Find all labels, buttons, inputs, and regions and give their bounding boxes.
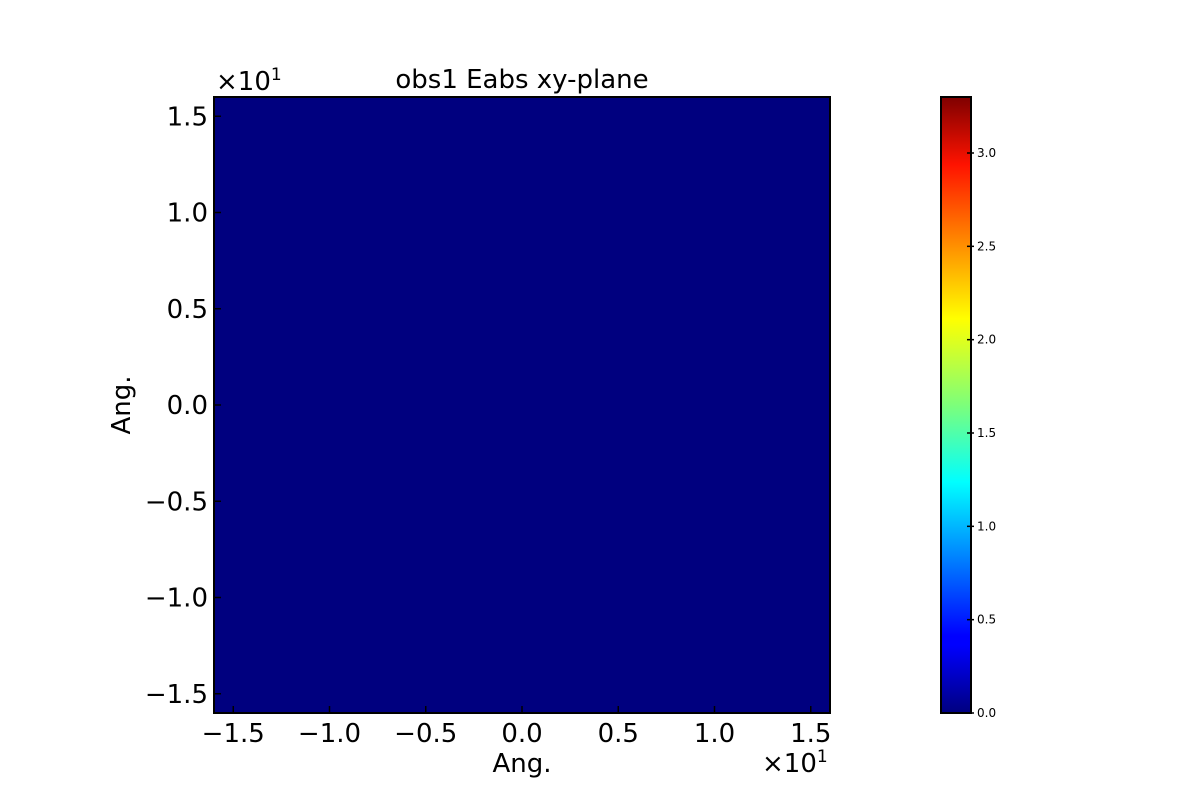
y-tick-label: 1.5 xyxy=(167,102,208,132)
colorbar-tick-label: 0.5 xyxy=(977,613,996,627)
x-axis-ticks: −1.5 −1.0 −0.5 0.0 0.5 1.0 1.5 xyxy=(202,706,831,749)
x-tick-label: −1.0 xyxy=(298,719,361,749)
heatmap-field xyxy=(214,97,830,713)
x-axis-multiplier: ×101 xyxy=(762,747,828,779)
colorbar-gradient xyxy=(941,97,971,713)
colorbar-tick-label: 3.0 xyxy=(977,146,996,160)
y-tick-label: −0.5 xyxy=(145,487,208,517)
colorbar-tick-label: 0.0 xyxy=(977,706,996,720)
x-tick-label: 0.5 xyxy=(598,719,639,749)
y-axis-multiplier: ×101 xyxy=(216,65,282,97)
y-axis-label: Ang. xyxy=(107,375,137,434)
x-tick-label: 0.0 xyxy=(501,719,542,749)
colorbar-tick-label: 2.5 xyxy=(977,239,996,253)
x-tick-label: 1.0 xyxy=(694,719,735,749)
colorbar-tick-label: 1.5 xyxy=(977,426,996,440)
colorbar-ticks: 0.0 0.5 1.0 1.5 2.0 2.5 3.0 xyxy=(967,146,996,720)
x-axis-label: Ang. xyxy=(492,749,551,779)
colorbar-tick-label: 2.0 xyxy=(977,333,996,347)
colorbar-tick-label: 1.0 xyxy=(977,519,996,533)
x-tick-label: −0.5 xyxy=(394,719,457,749)
x-tick-label: −1.5 xyxy=(202,719,265,749)
y-tick-label: −1.5 xyxy=(145,680,208,710)
chart-title: obs1 Eabs xy-plane xyxy=(395,65,648,95)
y-tick-label: −1.0 xyxy=(145,584,208,614)
y-tick-label: 0.5 xyxy=(167,295,208,325)
x-tick-label: 1.5 xyxy=(790,719,831,749)
y-tick-label: 0.0 xyxy=(167,391,208,421)
y-tick-label: 1.0 xyxy=(167,199,208,229)
y-axis-ticks: 1.5 1.0 0.5 0.0 −0.5 −1.0 −1.5 xyxy=(145,102,221,710)
colorbar-frame xyxy=(940,96,972,714)
